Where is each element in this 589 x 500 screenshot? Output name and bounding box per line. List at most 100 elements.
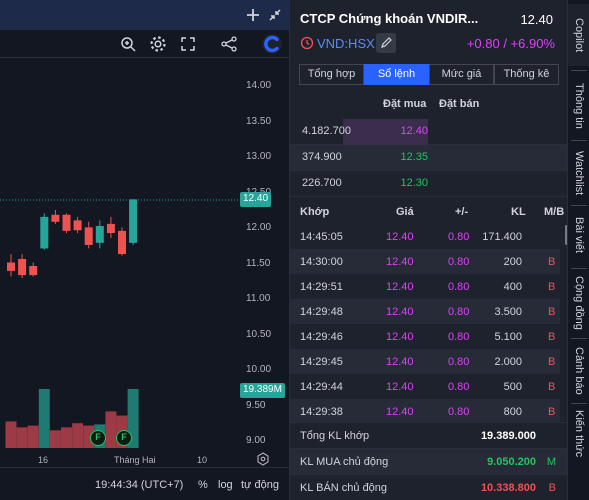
volume-bar (105, 411, 117, 448)
trade-row: 14:45:05 12.40 0.80 171.400 (290, 224, 560, 249)
candle (118, 230, 126, 255)
trade-price: 12.40 (386, 281, 414, 293)
axis-settings-icon[interactable] (256, 452, 270, 466)
trade-price: 12.40 (386, 406, 414, 418)
col-volume: KL (511, 206, 526, 218)
volume-bar (16, 427, 28, 448)
date-label: Tháng Hai (114, 455, 156, 465)
date-label: 10 (197, 455, 208, 465)
trade-price: 12.40 (386, 331, 414, 343)
trade-price: 12.40 (386, 356, 414, 368)
plus-icon[interactable] (243, 5, 263, 25)
summary-sell: KL BÁN chủ động 10.338.800 B (290, 474, 568, 500)
candle (73, 220, 82, 231)
percent-toggle[interactable]: % (198, 479, 208, 491)
candle (7, 262, 15, 271)
price-tick: 10.50 (246, 328, 272, 340)
sidebar-item-community[interactable]: Cộng đồng (573, 276, 585, 330)
summary-buy: KL MUA chủ động 9.050.200 M (290, 448, 568, 474)
alert-clock-icon[interactable] (300, 36, 314, 50)
trade-time: 14:29:38 (300, 406, 343, 418)
sidebar-item-knowledge[interactable]: Kiến thức (573, 410, 585, 458)
sidebar-item-copilot[interactable]: Copilot (568, 4, 589, 66)
trade-time: 14:45:05 (300, 231, 343, 243)
price-tick: 14.00 (246, 80, 272, 91)
candle (129, 199, 138, 243)
bid-volume: 4.182.700 (302, 125, 351, 137)
trade-price: 12.40 (386, 306, 414, 318)
log-toggle[interactable]: log (218, 479, 233, 491)
sidebar-divider (571, 338, 587, 339)
trade-change: 0.80 (448, 256, 470, 268)
sidebar-divider (571, 70, 587, 71)
share-icon[interactable] (219, 34, 239, 54)
summary-label: KL MUA chủ động (300, 456, 389, 468)
brand-logo-icon[interactable] (261, 33, 283, 55)
auto-toggle[interactable]: tự động (241, 479, 279, 491)
gear-icon[interactable] (148, 34, 168, 54)
trade-change: 0.80 (448, 231, 470, 243)
trade-row: 14:29:45 12.40 0.80 2.000 B (290, 349, 560, 374)
trade-row: 14:29:38 12.40 0.80 800 B (290, 399, 560, 422)
tab-statistics[interactable]: Thống kê (494, 64, 559, 85)
orderbook-row[interactable]: 4.182.700 12.40 (290, 119, 568, 145)
trade-change: 0.80 (448, 381, 470, 393)
bid-volume-bar (343, 119, 428, 145)
col-time: Khớp (300, 206, 330, 218)
zoom-icon[interactable] (118, 34, 138, 54)
orderbook-row[interactable]: 226.700 12.30 (290, 171, 568, 197)
price-tick: 11.00 (246, 293, 271, 304)
trade-row: 14:29:51 12.40 0.80 400 B (290, 274, 560, 299)
bid-price: 12.40 (400, 125, 428, 137)
trade-time: 14:29:44 (300, 381, 343, 393)
trade-volume: 5.100 (494, 331, 522, 343)
stock-price: 12.40 (520, 12, 553, 27)
trade-change: 0.80 (448, 331, 470, 343)
price-tick: 9.00 (246, 435, 266, 446)
event-marker[interactable]: F (90, 430, 106, 446)
trade-volume: 171.400 (482, 231, 522, 243)
sidebar-item-watchlist[interactable]: Watchlist (573, 150, 585, 196)
quote-panel: CTCP Chứng khoán VNDIR... 12.40 VND:HSX … (289, 0, 568, 500)
volume-bar (83, 425, 95, 448)
tab-orderbook[interactable]: Sổ lệnh (364, 64, 429, 85)
volume-bar (49, 430, 61, 448)
sidebar-divider (571, 140, 587, 141)
sidebar-item-alerts[interactable]: Cảnh báo (573, 347, 585, 395)
trades-list[interactable]: 14:45:05 12.40 0.80 171.400 14:30:00 12.40 0.8… (290, 224, 568, 422)
sidebar-item-info[interactable]: Thông tin (573, 83, 585, 129)
event-marker[interactable]: F (116, 430, 132, 446)
tab-summary[interactable]: Tổng hợp (299, 64, 364, 85)
right-sidebar: Copilot Thông tin Watchlist Bài viết Cộn… (567, 0, 589, 500)
trade-time: 14:30:00 (300, 256, 343, 268)
candle (29, 266, 38, 276)
trade-time: 14:29:51 (300, 281, 343, 293)
tab-price-levels[interactable]: Mức giá (429, 64, 494, 85)
bid-volume: 226.700 (302, 177, 342, 189)
price-tick: 13.50 (246, 115, 272, 127)
fullscreen-icon[interactable] (178, 34, 198, 54)
trade-time: 14:29:48 (300, 306, 343, 318)
price-tick: 10.00 (246, 364, 272, 375)
summary-label: KL BÁN chủ động (300, 482, 388, 494)
candle (18, 258, 27, 276)
trade-change: 0.80 (448, 406, 470, 418)
quote-tabs: Tổng hợp Sổ lệnh Mức giá Thống kê (299, 64, 559, 85)
bid-price: 12.30 (400, 177, 428, 189)
ask-header: Đặt bán (439, 98, 480, 110)
trade-volume: 3.500 (494, 306, 522, 318)
pencil-icon (381, 37, 392, 48)
sidebar-item-articles[interactable]: Bài viết (573, 216, 585, 254)
volume-badge: 19.389M (240, 383, 285, 398)
col-change: +/- (455, 206, 469, 218)
orderbook-row[interactable]: 374.900 12.35 (290, 145, 568, 171)
candle (51, 214, 60, 222)
volume-bar (27, 425, 39, 448)
stock-symbol[interactable]: VND:HSX (317, 36, 375, 51)
collapse-icon[interactable] (265, 5, 285, 25)
trade-volume: 200 (503, 256, 522, 268)
candle (106, 223, 115, 234)
summary-total: Tổng KL khớp 19.389.000 (290, 422, 568, 448)
scrollbar[interactable] (565, 225, 568, 245)
edit-symbol-button[interactable] (376, 33, 396, 53)
